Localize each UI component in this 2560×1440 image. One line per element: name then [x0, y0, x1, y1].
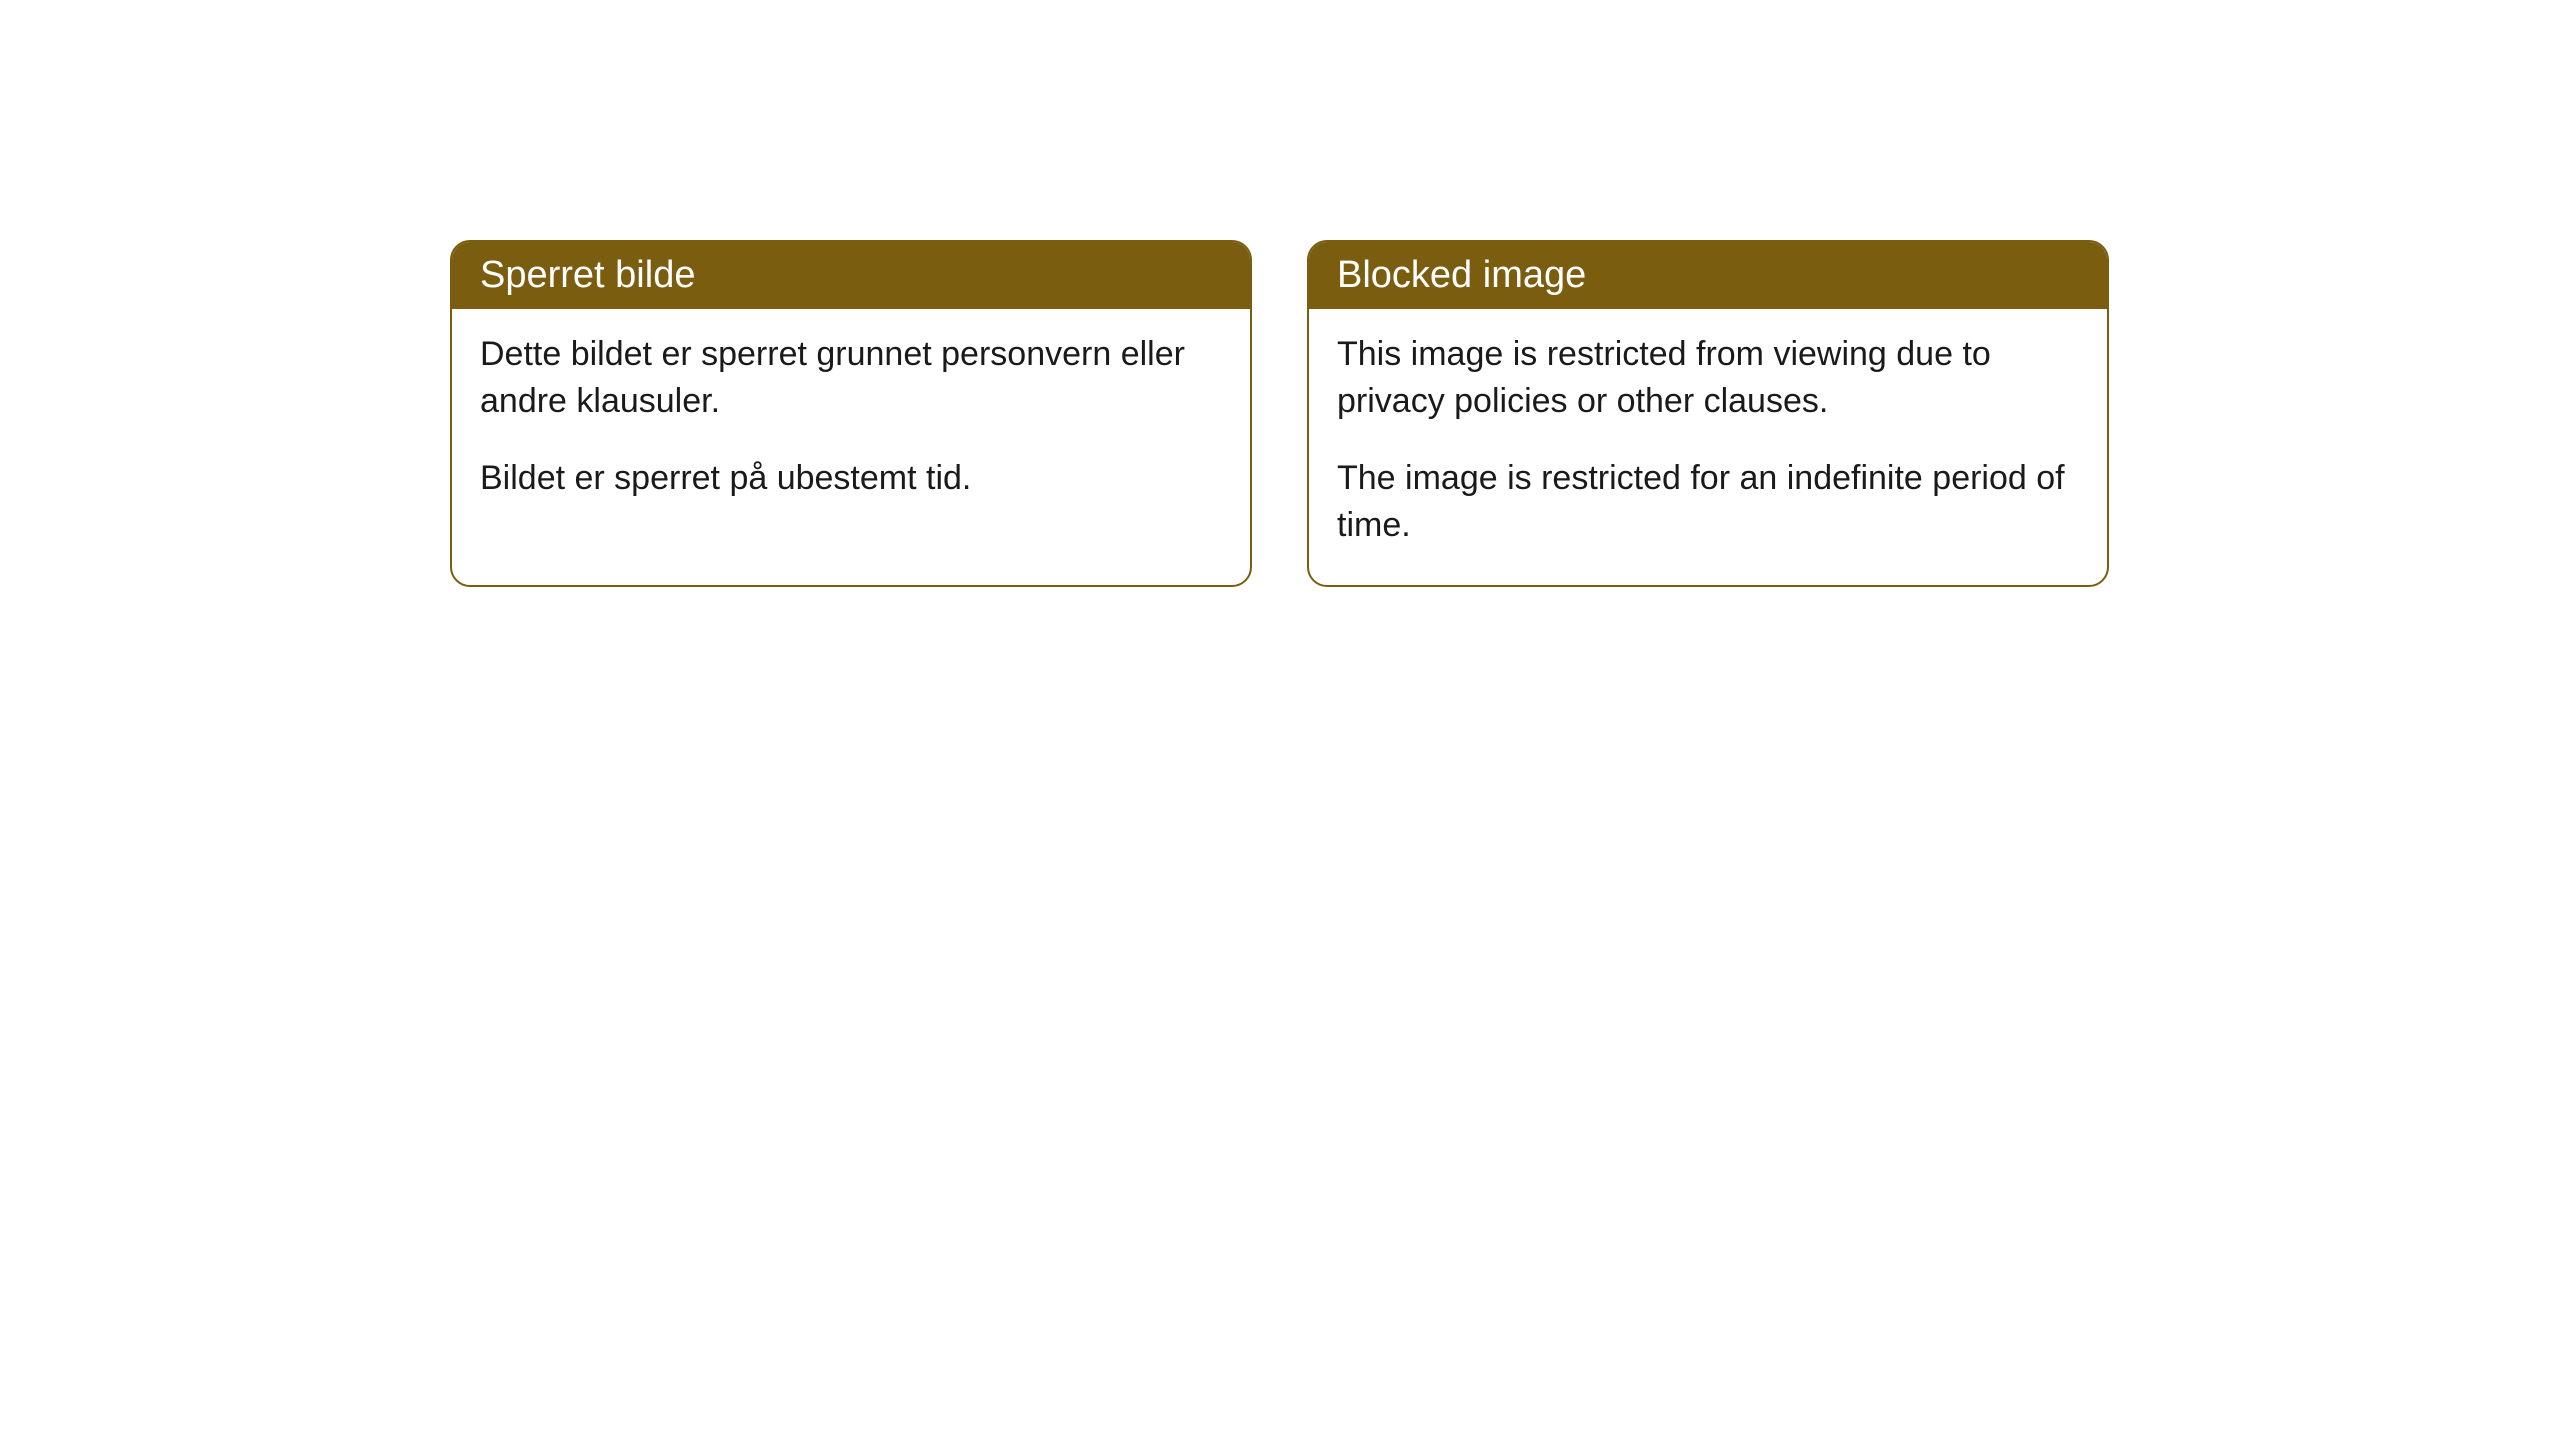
card-body: This image is restricted from viewing du…: [1309, 309, 2107, 585]
card-body: Dette bildet er sperret grunnet personve…: [452, 309, 1250, 538]
notice-cards-container: Sperret bilde Dette bildet er sperret gr…: [450, 240, 2109, 587]
card-paragraph: Dette bildet er sperret grunnet personve…: [480, 331, 1222, 425]
card-title: Sperret bilde: [480, 254, 695, 296]
card-paragraph: This image is restricted from viewing du…: [1337, 331, 2079, 425]
card-title: Blocked image: [1337, 254, 1586, 296]
card-header: Blocked image: [1309, 242, 2107, 309]
notice-card-english: Blocked image This image is restricted f…: [1307, 240, 2109, 587]
notice-card-norwegian: Sperret bilde Dette bildet er sperret gr…: [450, 240, 1252, 587]
card-paragraph: The image is restricted for an indefinit…: [1337, 455, 2079, 549]
card-header: Sperret bilde: [452, 242, 1250, 309]
card-paragraph: Bildet er sperret på ubestemt tid.: [480, 455, 1222, 502]
